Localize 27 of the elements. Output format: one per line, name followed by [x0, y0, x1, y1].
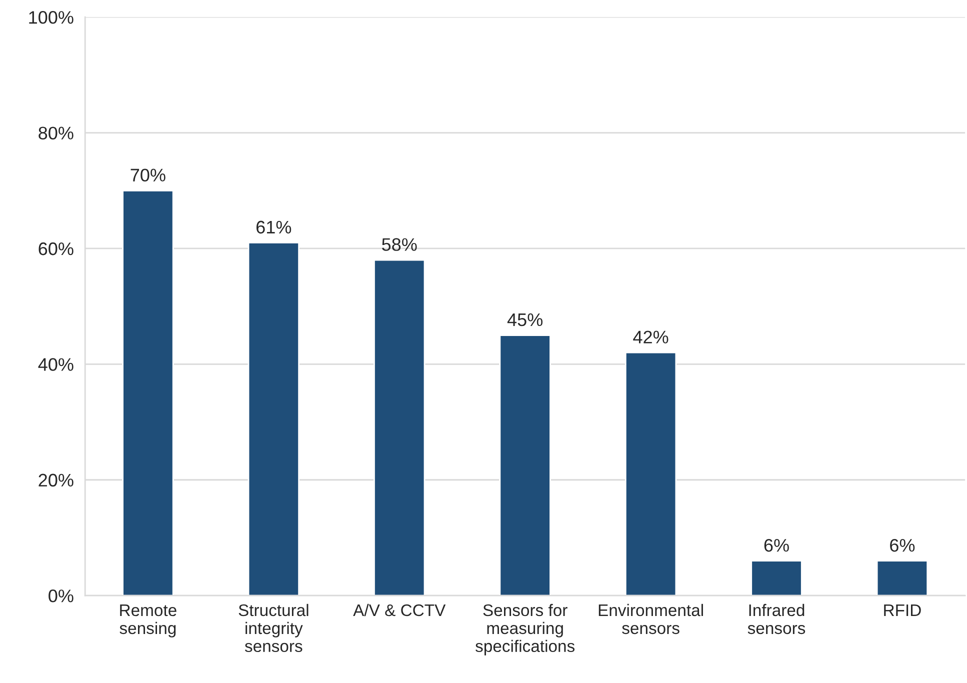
data-label: 6%	[764, 538, 789, 552]
bar	[750, 560, 802, 596]
x-tick-label: Environmental sensors	[598, 604, 703, 634]
x-tick-label: RFID	[884, 604, 921, 616]
x-tick-label: Infrared sensors	[748, 604, 806, 634]
y-tick-label: 100%	[29, 11, 74, 24]
data-label: 6%	[890, 538, 915, 552]
y-tick-label: 20%	[38, 474, 74, 487]
data-label: 42%	[633, 330, 668, 344]
y-tick-label: 60%	[38, 242, 74, 256]
x-tick-label: Structural integrity sensors	[238, 604, 308, 652]
bar	[122, 190, 174, 596]
bar	[876, 560, 928, 596]
data-label: 70%	[130, 168, 166, 182]
x-tick-label: Sensors for measuring specifications	[476, 604, 575, 656]
y-tick-label: 40%	[38, 358, 74, 371]
data-label: 61%	[256, 220, 292, 234]
bar	[248, 242, 300, 596]
data-label: 45%	[507, 313, 543, 326]
y-tick-label: 80%	[38, 126, 74, 140]
bar	[624, 352, 677, 596]
x-tick-label: A/V & CCTV	[353, 604, 446, 616]
bar	[499, 334, 551, 596]
data-label: 58%	[382, 238, 417, 251]
x-tick-label: Remote sensing	[120, 604, 176, 638]
y-tick-label: 0%	[48, 590, 74, 602]
bar	[374, 259, 426, 596]
